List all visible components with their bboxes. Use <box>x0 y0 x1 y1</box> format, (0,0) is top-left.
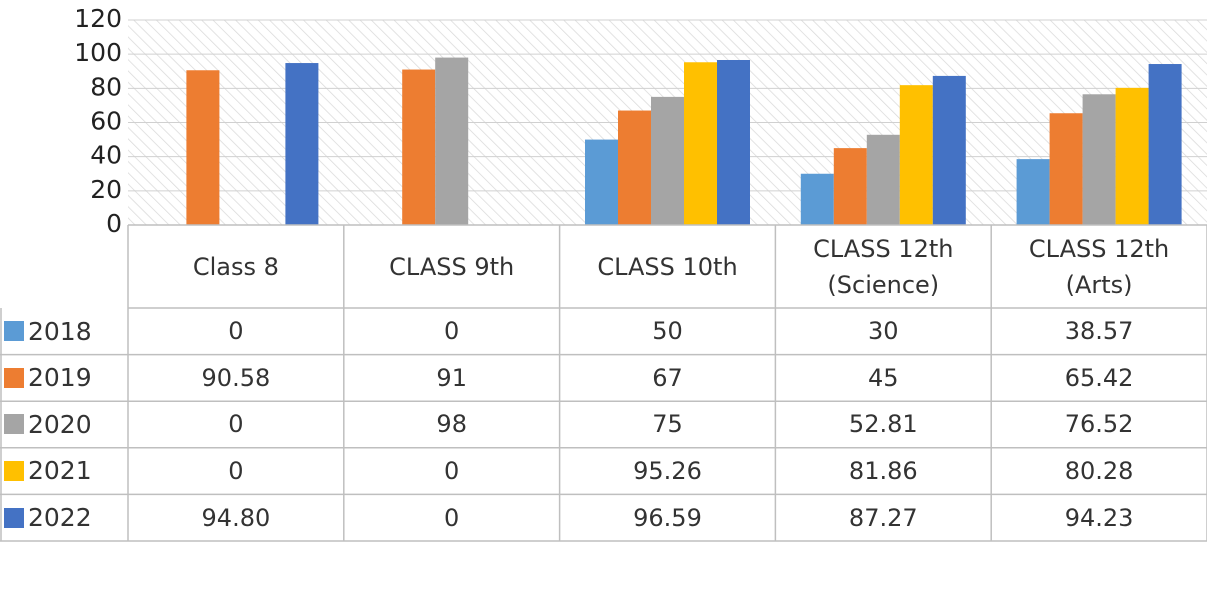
y-tick-label: 100 <box>74 38 122 67</box>
table-cell: 0 <box>444 317 460 346</box>
legend-entry: 2018 <box>0 308 128 355</box>
bar <box>1082 94 1116 225</box>
y-tick-label: 60 <box>90 107 122 136</box>
table-cell: 30 <box>868 317 899 346</box>
legend-label: 2018 <box>28 316 92 346</box>
legend-entry: 2022 <box>0 494 128 541</box>
legend-label: 2022 <box>28 502 92 532</box>
legend-label: 2019 <box>28 363 92 393</box>
y-tick-label: 0 <box>106 209 122 238</box>
y-tick-label: 120 <box>74 4 122 33</box>
table-cell: 87.27 <box>848 503 918 532</box>
bar <box>833 148 867 225</box>
table-cell: 91 <box>436 363 467 392</box>
table-cell: 95.26 <box>633 457 702 486</box>
legend-key <box>4 321 24 342</box>
bar <box>899 85 933 226</box>
table-cell: 65.42 <box>1064 363 1134 392</box>
legend-entry: 2020 <box>0 401 128 448</box>
category-label: CLASS 12th (Science) <box>813 234 954 299</box>
category-label: CLASS 12th (Arts) <box>1028 234 1170 299</box>
bar <box>717 59 750 226</box>
bar <box>1049 113 1083 225</box>
table-cell: 52.81 <box>848 410 918 439</box>
table-cell: 45 <box>868 363 899 392</box>
y-tick-label: 20 <box>90 175 122 204</box>
table-cell: 81.86 <box>848 457 918 486</box>
bar <box>684 62 717 226</box>
category-label: CLASS 9th <box>389 252 515 281</box>
y-tick-label: 80 <box>90 72 122 101</box>
table-cell: 0 <box>228 457 244 486</box>
category-label: Class 8 <box>192 252 279 281</box>
table-cell: 75 <box>652 410 683 439</box>
legend-label: 2020 <box>28 409 92 439</box>
table-cell: 0 <box>444 457 460 486</box>
legend-label: 2021 <box>28 456 92 486</box>
table-cell: 0 <box>228 410 244 439</box>
bar <box>1148 64 1182 226</box>
table-cell: 94.23 <box>1064 503 1134 532</box>
bar <box>932 75 966 225</box>
table-cell: 94.80 <box>201 503 271 532</box>
table-cell: 96.59 <box>633 503 702 532</box>
table-cell: 50 <box>652 317 683 346</box>
bar <box>1115 87 1149 225</box>
table-cell: 67 <box>652 363 683 392</box>
bar <box>651 96 684 225</box>
legend-key <box>4 414 24 435</box>
table-cell: 0 <box>228 317 244 346</box>
legend-entry: 2021 <box>0 448 128 495</box>
table-cell: 98 <box>436 410 467 439</box>
table-cell: 76.52 <box>1064 410 1134 439</box>
table-cell: 38.57 <box>1064 317 1134 346</box>
legend-key <box>4 367 24 388</box>
bar <box>435 57 469 226</box>
table-cell: 0 <box>444 503 460 532</box>
bar <box>402 69 436 226</box>
bar <box>585 139 618 225</box>
legend-key <box>4 461 24 482</box>
table-cell: 90.58 <box>201 363 271 392</box>
bar <box>285 63 319 225</box>
bar <box>186 70 220 226</box>
legend-key <box>4 507 24 528</box>
bar <box>1016 159 1050 225</box>
bar <box>800 173 834 225</box>
category-label: CLASS 10th <box>597 252 738 281</box>
table-cell: 80.28 <box>1064 457 1134 486</box>
legend-entry: 2019 <box>0 355 128 402</box>
bar <box>618 110 651 225</box>
y-tick-label: 40 <box>90 141 122 170</box>
bar <box>866 134 900 225</box>
